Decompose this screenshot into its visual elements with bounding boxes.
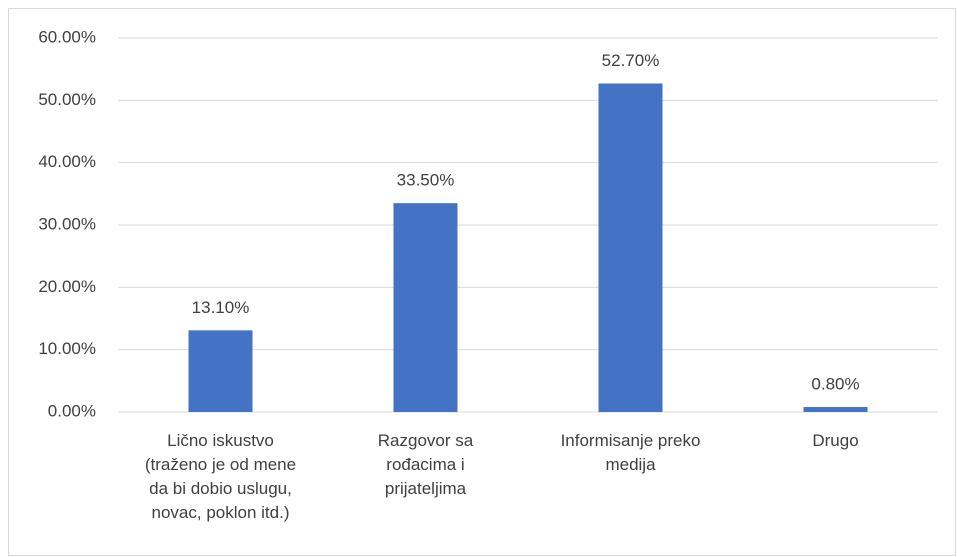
bar (803, 407, 868, 412)
y-tick-label: 10.00% (38, 339, 96, 358)
chart-border (8, 8, 956, 556)
value-label: 33.50% (397, 171, 455, 190)
y-tick-label: 30.00% (38, 214, 96, 233)
y-tick-label: 20.00% (38, 277, 96, 296)
x-tick-label: Drugo (812, 431, 859, 450)
bar (598, 83, 663, 413)
value-label: 0.80% (811, 374, 859, 393)
y-tick-label: 40.00% (38, 152, 96, 171)
y-tick-label: 50.00% (38, 90, 96, 109)
bar (393, 203, 458, 412)
value-label: 52.70% (602, 51, 660, 70)
y-tick-label: 0.00% (48, 401, 96, 420)
x-tick-label: Razgovor sa rođacima i prijateljima (377, 431, 474, 498)
y-tick-label: 60.00% (38, 27, 96, 46)
x-tick-label: Lično iskustvo (traženo je od mene da bi… (144, 431, 297, 522)
bar (188, 330, 253, 412)
value-label: 13.10% (192, 298, 250, 317)
x-tick-label: Informisanje preko medija (560, 431, 701, 474)
